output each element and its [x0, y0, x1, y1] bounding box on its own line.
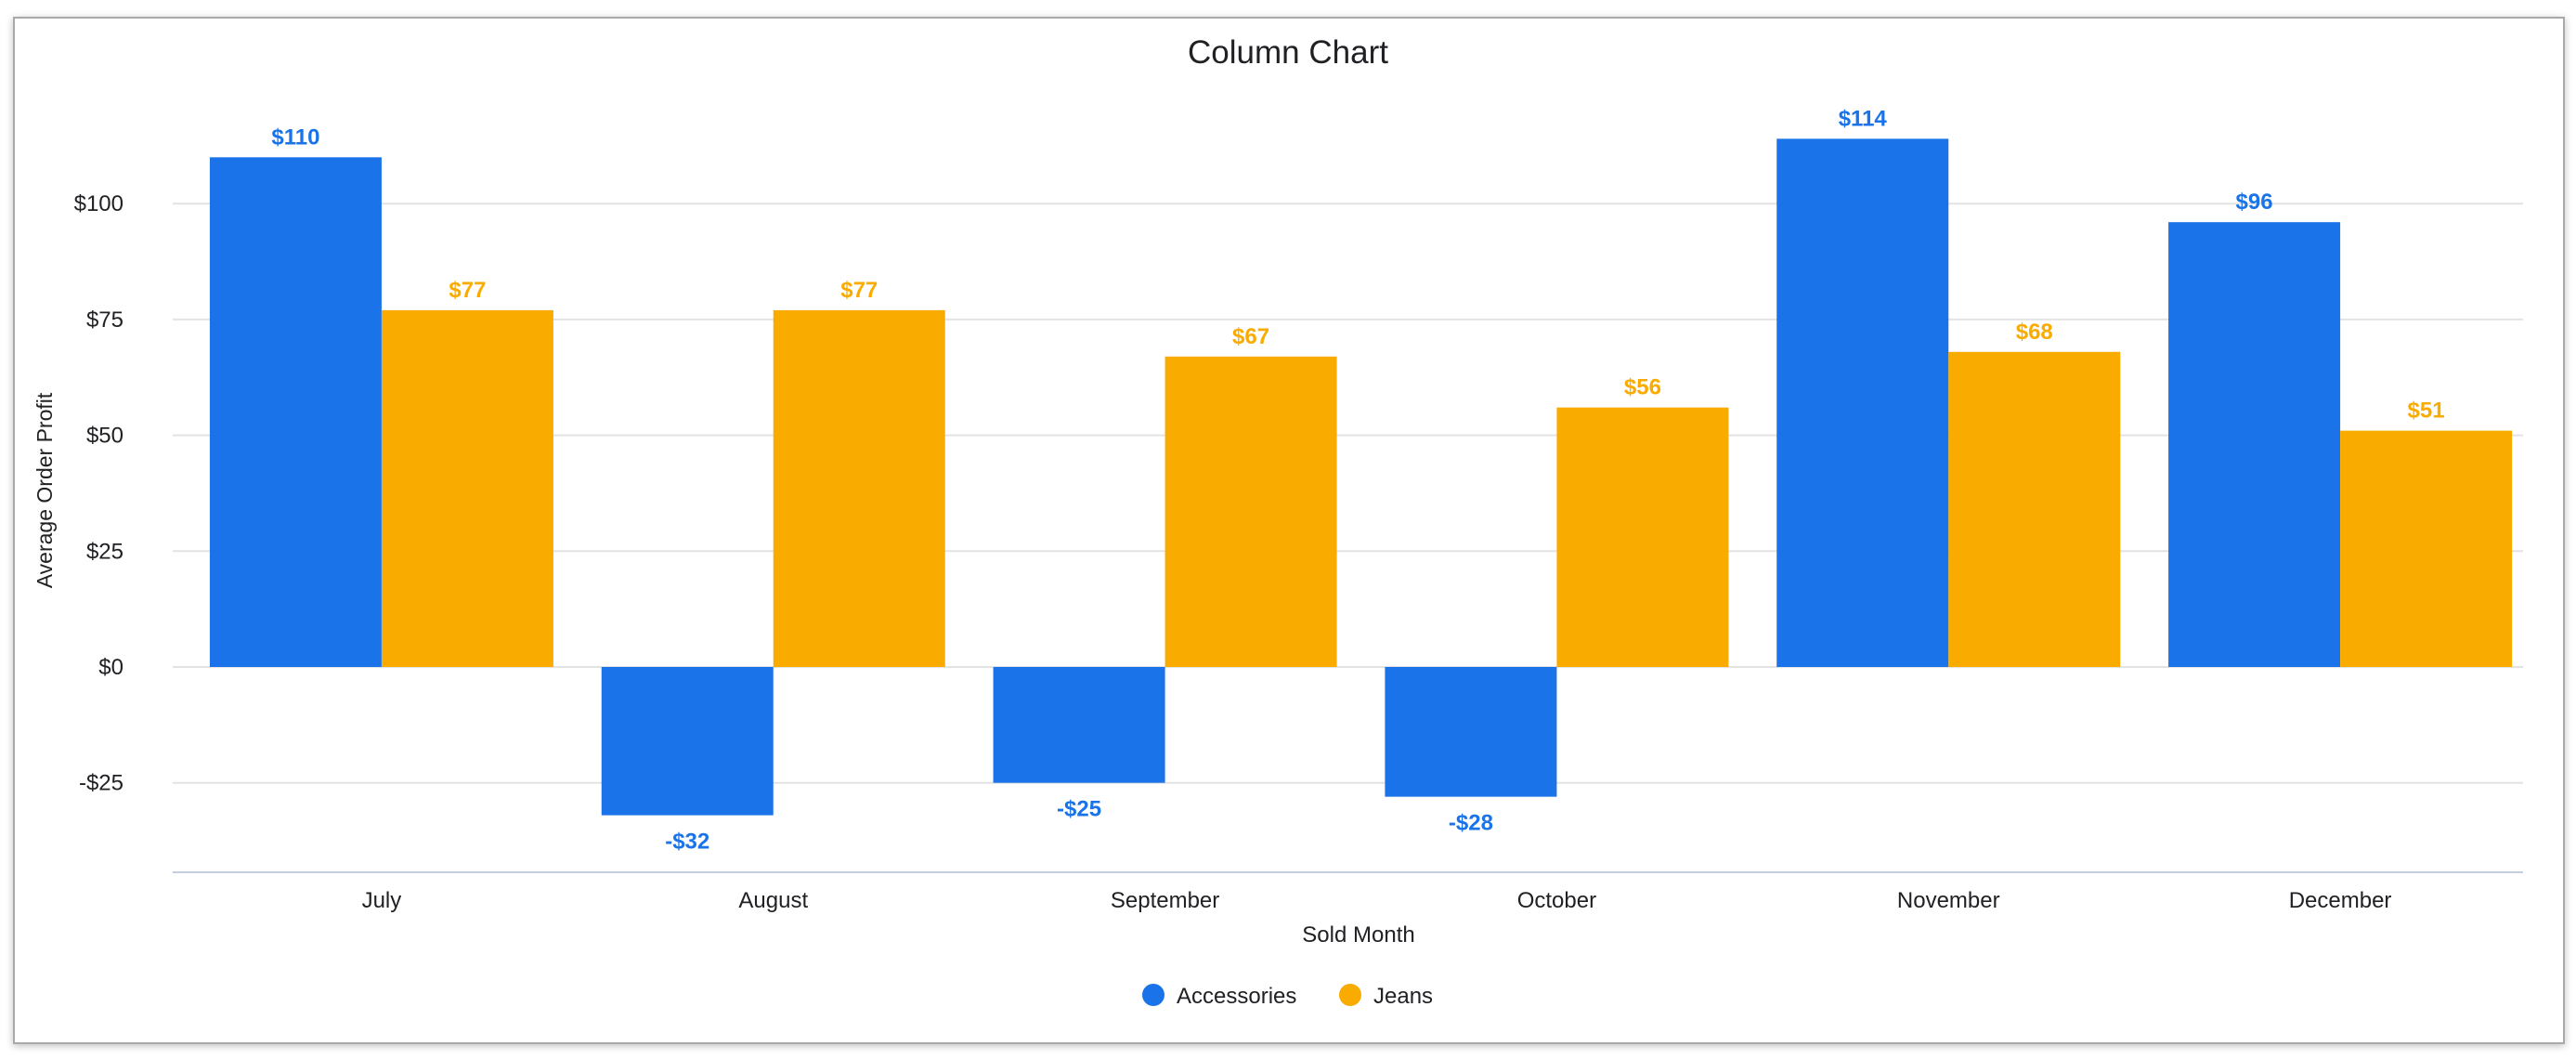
y-tick-label: $0 [98, 655, 124, 680]
bar-accessories-november[interactable] [1776, 138, 1949, 668]
x-tick-label: August [738, 888, 808, 913]
bar-jeans-august[interactable] [773, 309, 945, 667]
data-label: $68 [2016, 320, 2053, 345]
bar-jeans-november[interactable] [1948, 351, 2121, 667]
data-label: -$28 [1449, 811, 1493, 836]
bar-jeans-july[interactable] [381, 309, 553, 667]
x-tick-label: October [1517, 888, 1596, 913]
y-tick-label: -$25 [79, 771, 124, 796]
data-label: -$25 [1057, 797, 1101, 822]
data-label: -$32 [665, 830, 709, 855]
x-tick-label: September [1111, 888, 1219, 913]
y-tick-label: $25 [86, 539, 124, 564]
y-axis-label: Average Order Profit [33, 392, 57, 588]
legend-dot-accessories [1142, 984, 1164, 1006]
x-tick-label: December [2289, 888, 2392, 913]
y-tick-label: $100 [74, 191, 124, 216]
data-label: $77 [840, 278, 878, 303]
bar-accessories-october[interactable] [1385, 667, 1557, 797]
data-label: $51 [2408, 399, 2445, 424]
bar-accessories-december[interactable] [2168, 222, 2341, 668]
bar-accessories-august[interactable] [601, 667, 774, 816]
data-label: $77 [449, 278, 486, 303]
legend: Accessories Jeans [1142, 984, 1433, 1009]
data-label: $96 [2236, 190, 2273, 215]
data-label: $110 [271, 124, 319, 150]
chart-title: Column Chart [1188, 34, 1388, 71]
y-tick-label: $50 [86, 424, 124, 449]
bar-accessories-july[interactable] [209, 157, 382, 667]
y-tick-label: $75 [86, 307, 124, 333]
bar-jeans-september[interactable] [1164, 356, 1337, 667]
bar-jeans-october[interactable] [1556, 407, 1729, 667]
legend-label-accessories[interactable]: Accessories [1177, 984, 1296, 1009]
x-axis-label: Sold Month [1302, 922, 1414, 948]
legend-dot-jeans [1339, 984, 1361, 1006]
legend-label-jeans[interactable]: Jeans [1373, 984, 1433, 1009]
x-tick-label: July [362, 888, 402, 913]
data-label: $67 [1232, 324, 1269, 349]
x-tick-label: November [1897, 888, 2000, 913]
data-label: $114 [1839, 106, 1888, 131]
bar-jeans-december[interactable] [2340, 430, 2513, 667]
bar-accessories-september[interactable] [993, 667, 1165, 783]
data-label: $56 [1624, 375, 1661, 400]
